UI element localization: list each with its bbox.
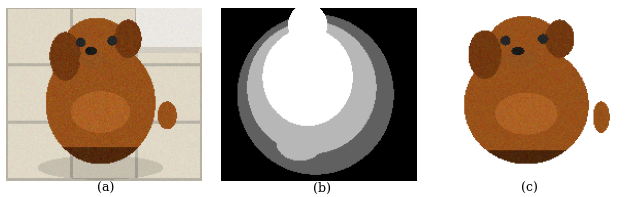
Text: (c): (c) [521, 182, 538, 195]
Text: (a): (a) [97, 182, 115, 195]
Text: (b): (b) [313, 182, 331, 195]
